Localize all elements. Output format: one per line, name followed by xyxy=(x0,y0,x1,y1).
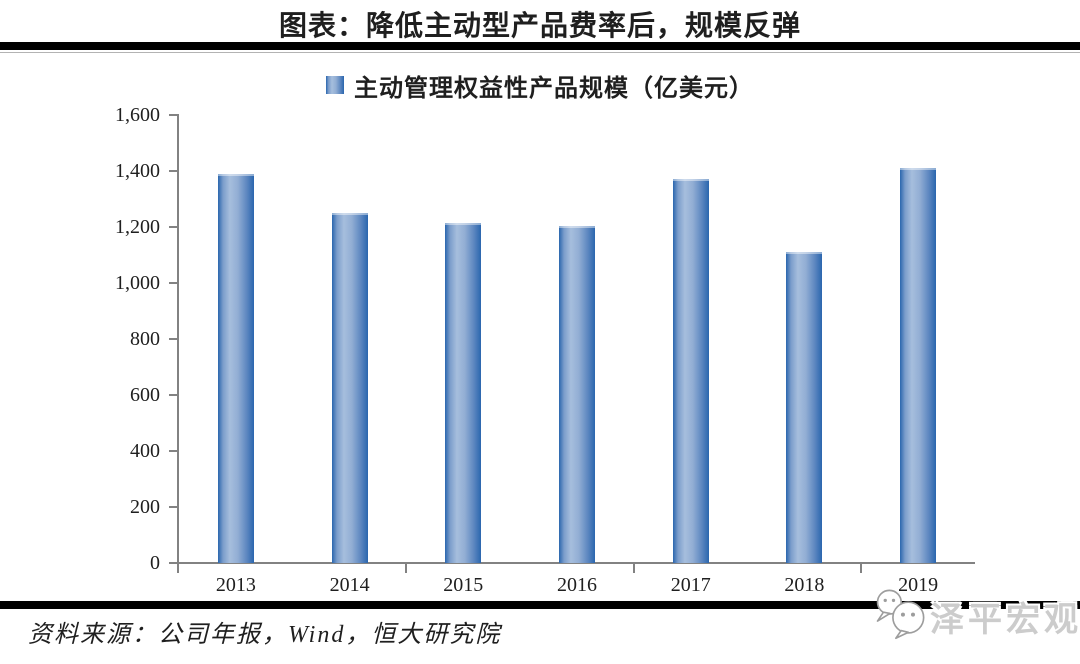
bottom-divider xyxy=(0,601,1080,609)
watermark-text: 泽平宏观 xyxy=(930,602,1080,639)
x-axis-label: 2015 xyxy=(443,574,484,596)
legend-label: 主动管理权益性产品规模（亿美元） xyxy=(354,75,754,102)
y-axis-line xyxy=(177,114,179,573)
y-tick-label: 1,600 xyxy=(115,104,160,126)
x-axis-label: 2019 xyxy=(898,574,939,596)
bar-2018 xyxy=(786,252,823,563)
x-axis-line xyxy=(177,562,975,564)
x-axis-label: 2016 xyxy=(557,574,597,596)
y-tick-label: 1,200 xyxy=(115,216,160,238)
x-axis-label: 2014 xyxy=(329,574,370,596)
bar-2014 xyxy=(331,213,368,563)
source-note: 资料来源：公司年报，Wind，恒大研究院 xyxy=(28,622,502,648)
x-axis-label: 2018 xyxy=(784,574,825,596)
chart-legend: 主动管理权益性产品规模（亿美元） xyxy=(0,70,1080,102)
y-tick-mark xyxy=(169,506,177,508)
bar-2017 xyxy=(672,179,709,563)
x-tick-mark xyxy=(860,564,863,573)
bar-2019 xyxy=(900,168,937,563)
watermark: 泽平宏观 xyxy=(872,588,1080,645)
wechat-icon xyxy=(872,588,928,645)
y-tick-mark xyxy=(169,226,177,228)
y-tick-mark xyxy=(169,282,177,284)
y-tick-label: 800 xyxy=(130,328,160,350)
y-tick-label: 1,400 xyxy=(115,160,160,182)
top-divider xyxy=(0,42,1080,50)
legend-swatch-icon xyxy=(326,76,344,94)
x-axis-label: 2013 xyxy=(215,574,256,596)
y-tick-label: 400 xyxy=(130,440,160,462)
y-tick-mark xyxy=(169,114,177,116)
y-tick-mark xyxy=(169,338,177,340)
y-tick-label: 600 xyxy=(130,384,160,406)
y-tick-mark xyxy=(169,450,177,452)
bar-2015 xyxy=(445,222,482,563)
bar-2016 xyxy=(559,225,595,563)
y-tick-label: 200 xyxy=(130,496,160,518)
y-tick-mark xyxy=(169,394,177,396)
y-tick-mark xyxy=(169,170,177,172)
y-tick-label: 0 xyxy=(150,552,160,574)
chart-title: 图表：降低主动型产品费率后，规模反弹 xyxy=(278,11,801,42)
x-tick-mark xyxy=(632,564,635,573)
x-axis-label: 2017 xyxy=(670,574,711,596)
x-tick-mark xyxy=(405,564,408,573)
bar-2013 xyxy=(217,173,254,563)
y-tick-mark xyxy=(169,562,177,564)
y-tick-label: 1,000 xyxy=(115,272,160,294)
top-divider-thin xyxy=(0,52,1080,53)
